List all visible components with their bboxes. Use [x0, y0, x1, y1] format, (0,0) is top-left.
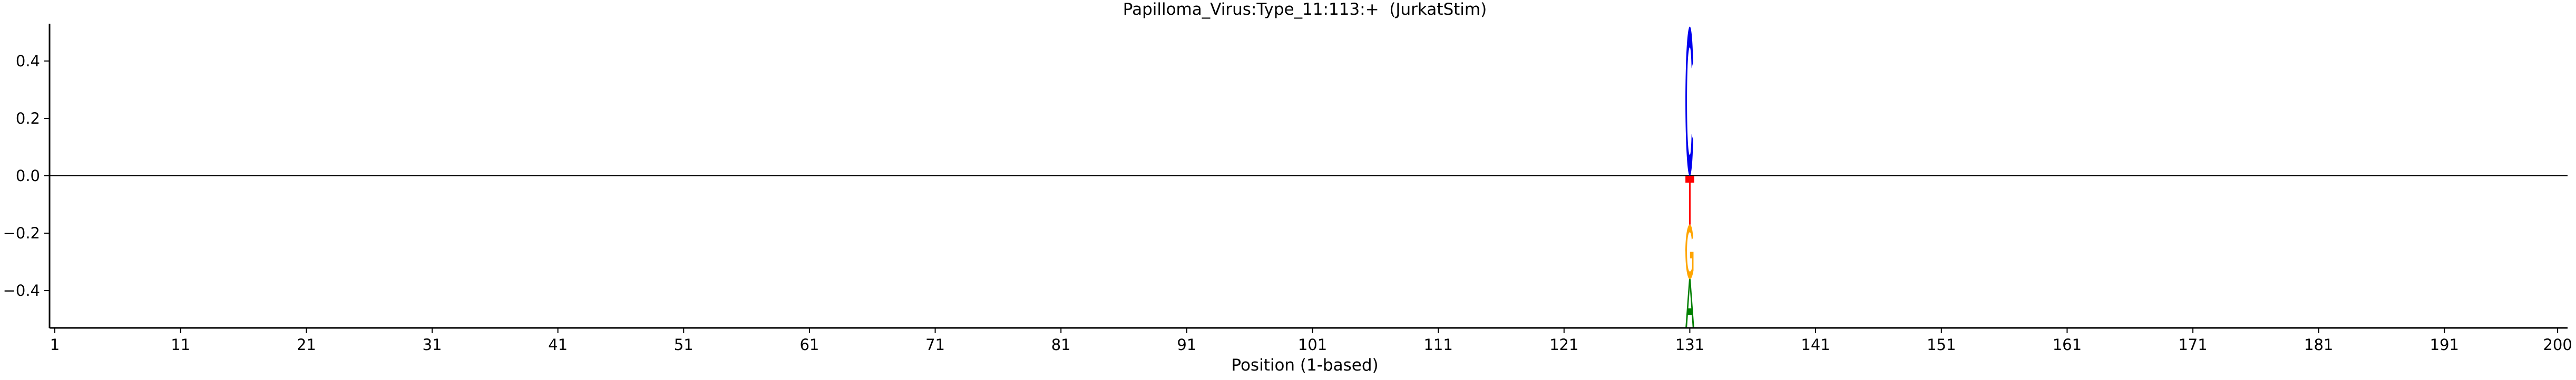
x-tick-label: 71	[925, 336, 945, 354]
y-tick-label: 0.2	[16, 109, 40, 127]
x-tick-label: 161	[2053, 336, 2082, 354]
y-tick-label: 0.4	[16, 52, 40, 70]
logo-letter-g	[1685, 224, 1694, 279]
letters-layer	[1685, 26, 1694, 328]
logo-letter-t	[1685, 176, 1694, 225]
x-tick-label: 81	[1051, 336, 1071, 354]
x-ticks-layer: 1 11 21 31 41 51 61 71 81 91 101 111 121 131 141 151 161…	[50, 328, 2572, 354]
x-tick-label: 191	[2430, 336, 2459, 354]
x-tick-label: 141	[1801, 336, 1830, 354]
logo-letter-a	[1685, 279, 1694, 328]
x-tick-label: 181	[2304, 336, 2333, 354]
logo-letter-c	[1685, 26, 1693, 176]
x-tick-label: 151	[1927, 336, 1956, 354]
y-tick-label: −0.2	[3, 224, 40, 242]
x-tick-label: 61	[799, 336, 819, 354]
x-tick-label: 131	[1675, 336, 1704, 354]
x-tick-label: 31	[422, 336, 442, 354]
x-tick-label: 11	[171, 336, 190, 354]
x-tick-label: 121	[1549, 336, 1578, 354]
x-tick-label: 1	[50, 336, 60, 354]
x-tick-label: 101	[1298, 336, 1327, 354]
chart-title: Papilloma_Virus:Type_11:113:+ (JurkatSti…	[1123, 0, 1487, 19]
x-tick-label: 21	[297, 336, 316, 354]
x-tick-label: 171	[2178, 336, 2207, 354]
x-axis-label: Position (1-based)	[1231, 356, 1378, 375]
y-tick-label: −0.4	[3, 282, 40, 299]
x-tick-label: 51	[674, 336, 694, 354]
x-tick-label: 91	[1177, 336, 1196, 354]
y-ticks-layer: −0.4 −0.2 0.0 0.2 0.4	[3, 52, 50, 299]
x-tick-label: 41	[548, 336, 568, 354]
x-tick-label: 111	[1423, 336, 1452, 354]
y-tick-label: 0.0	[16, 167, 40, 185]
x-tick-label: 200	[2543, 336, 2572, 354]
